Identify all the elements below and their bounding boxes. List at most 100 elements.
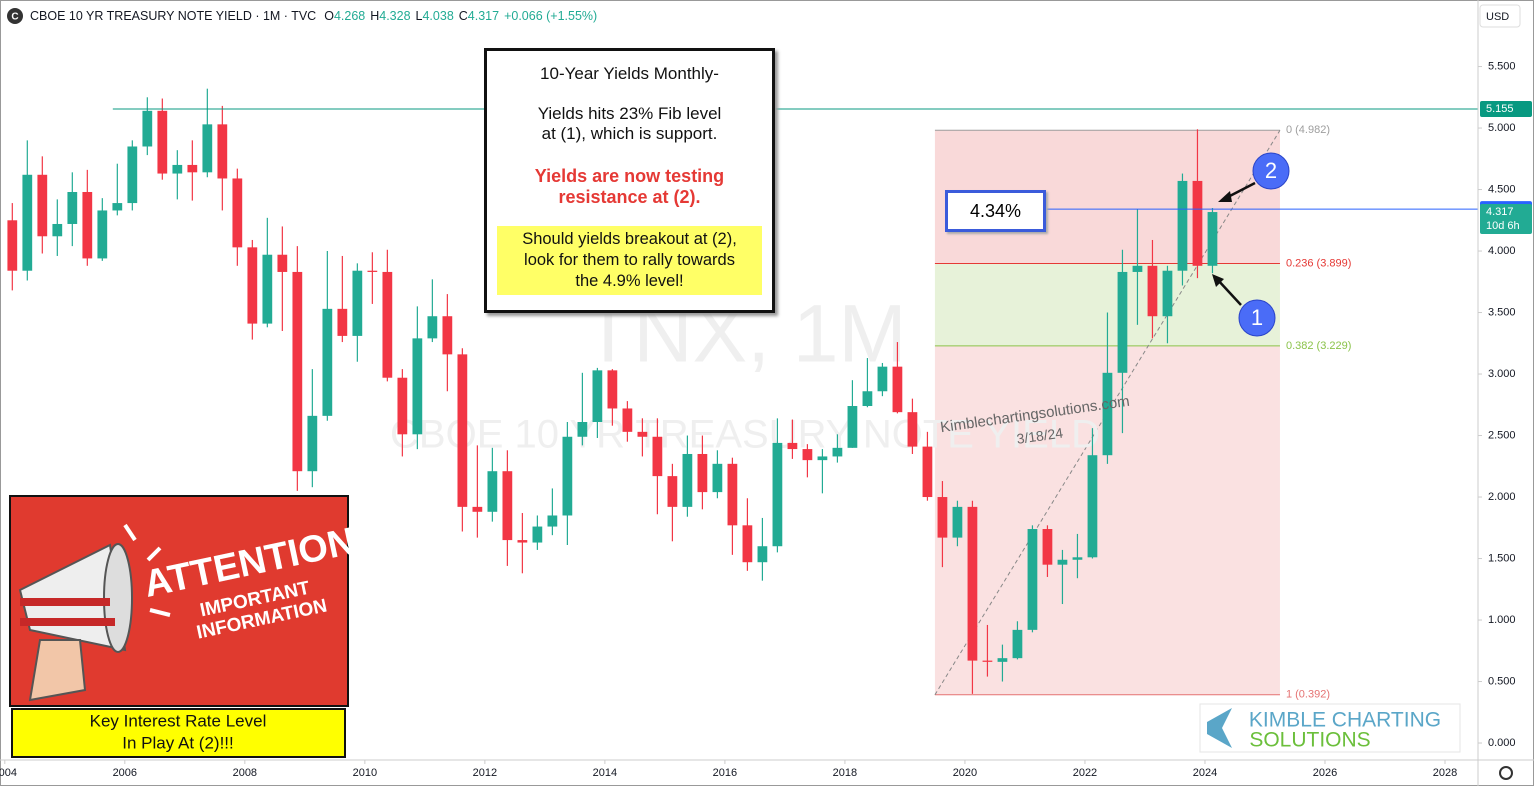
y-tick-label: 5.500 (1488, 60, 1516, 72)
candle-body (637, 431, 648, 437)
price-label: 4.317 (1486, 206, 1514, 218)
highlight-box: Should yields breakout at (2), look for … (497, 226, 762, 295)
candle-body (787, 442, 798, 450)
marker-circle (1238, 299, 1276, 337)
axes: 0.000 0.500 1.000 1.500 2.000 2.500 3.000 3.500… (0, 60, 1532, 779)
candle-body (382, 271, 393, 378)
candle-body (217, 124, 228, 179)
annotation-line: Yields hits 23% Fib level (537, 104, 722, 123)
candle-body (367, 270, 378, 272)
candle-body (487, 471, 498, 512)
x-tick-label: 2020 (953, 767, 977, 779)
candle-body (712, 463, 723, 493)
candle-body (982, 660, 993, 662)
candle-body (922, 446, 933, 498)
header-part: 4.268 (334, 9, 365, 23)
candle-body (127, 146, 138, 204)
candle-body (1087, 455, 1098, 558)
highlight-line: Should yields breakout at (2), (522, 230, 737, 248)
marker-label: 1 (1251, 305, 1263, 330)
settings-gear[interactable] (1499, 766, 1513, 780)
candle-body (202, 124, 213, 173)
candle-body (592, 370, 603, 423)
candle-body (1207, 212, 1218, 266)
candle-body (97, 210, 108, 259)
x-tick-label: 2008 (233, 767, 257, 779)
x-tick-label: 2006 (113, 767, 137, 779)
x-tick-label: 2026 (1313, 767, 1337, 779)
x-tick-label: 2024 (1193, 767, 1217, 779)
logo-box (1199, 703, 1461, 753)
candle-body (1102, 372, 1113, 456)
candle-body (967, 506, 978, 661)
ray (123, 523, 137, 542)
logo-text: KIMBLE CHARTING (1249, 709, 1441, 732)
y-tick-label: 3.000 (1488, 368, 1516, 380)
candle-body (997, 658, 1008, 662)
header: CBOE 10 YR TREASURY NOTE YIELD · 1M · TV… (30, 9, 597, 23)
price-label: 5.155 (1486, 103, 1514, 115)
marker-circle (1252, 152, 1290, 190)
candle-body (307, 415, 318, 472)
candle-body (1117, 271, 1128, 373)
candle-body (772, 442, 783, 547)
candle-body (52, 223, 63, 237)
hand (28, 639, 87, 702)
candle-body (322, 308, 333, 416)
candle-body (1042, 529, 1053, 565)
currency-box (1479, 4, 1521, 28)
y-tick-label: 5.000 (1488, 122, 1516, 134)
candle-body (742, 525, 753, 563)
currency: USD (1486, 11, 1509, 23)
fib-label: 1 (0.392) (1286, 689, 1330, 701)
horizontal-lines (112, 108, 1478, 210)
annotation-line: at (1), which is support. (541, 124, 718, 143)
highlight-line: look for them to rally towards (524, 251, 735, 269)
candle-body (1072, 557, 1083, 560)
annotation-warning: Yields are now testing (534, 166, 725, 186)
y-tick-label: 0.000 (1488, 737, 1516, 749)
header-part: L (416, 9, 423, 23)
symbol-icon-text: C (11, 12, 18, 23)
x-tick-label: 2028 (1433, 767, 1457, 779)
candle-body (1192, 180, 1203, 266)
fib-label: 0.382 (3.229) (1286, 340, 1351, 352)
candle-body (817, 456, 828, 461)
candle-body (547, 515, 558, 527)
fib-label: 0 (4.982) (1286, 124, 1330, 136)
candle-body (82, 191, 93, 259)
caption: In Play At (2)!!! (122, 733, 234, 752)
arrow-head (1212, 274, 1224, 287)
candle-body (187, 164, 198, 173)
candle-body (1162, 270, 1173, 317)
candle-body (1027, 529, 1038, 630)
candle-body (67, 191, 78, 224)
candle-body (1132, 265, 1143, 272)
candle-body (832, 447, 843, 457)
x-tick-label: 2022 (1073, 767, 1097, 779)
x-tick-label: 2014 (593, 767, 617, 779)
marker-label: 2 (1265, 158, 1277, 183)
header-part: O (324, 9, 334, 23)
candle-body (22, 174, 33, 271)
stripe (20, 598, 110, 606)
header-part: +0.066 (+1.55%) (504, 9, 597, 23)
candle-body (607, 370, 618, 409)
candle-body (697, 453, 708, 493)
candle-body (37, 174, 48, 237)
candle-body (517, 540, 528, 543)
level-box: 4.34% (945, 190, 1046, 232)
candles (7, 88, 1218, 694)
logo-text: SOLUTIONS (1249, 729, 1370, 752)
date-text: 3/18/24 (1016, 425, 1065, 447)
fib-group: 0 (4.982) 0.236 (3.899) 0.382 (3.229) 1 (0.… (934, 124, 1351, 701)
ray (149, 608, 171, 617)
candle-body (577, 422, 588, 437)
ray (146, 546, 162, 562)
y-tick-label: 4.500 (1488, 183, 1516, 195)
annotation-warning: resistance at (2). (558, 187, 701, 207)
watermark-name: CBOE 10 YR TREASURY NOTE YIELD (390, 413, 1100, 457)
annotation-box: 10-Year Yields Monthly- Yields hits 23% … (484, 48, 775, 313)
candle-body (262, 254, 273, 324)
